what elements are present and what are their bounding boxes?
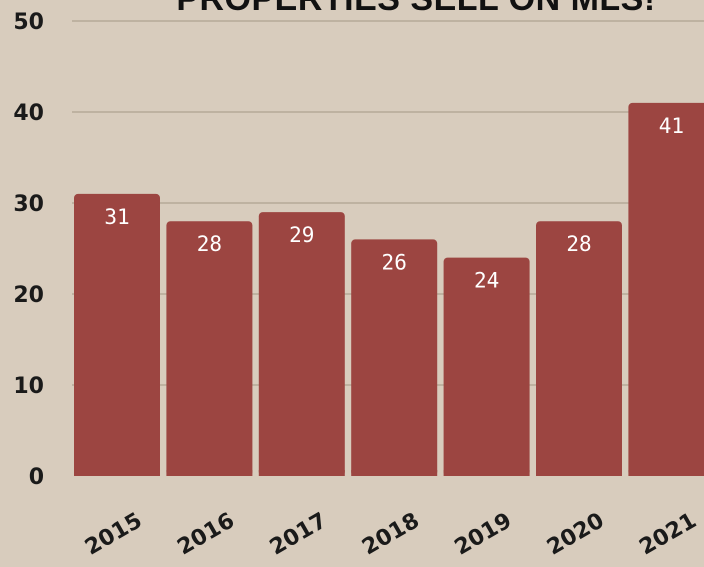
x-tick-label: 2017 bbox=[266, 508, 332, 560]
y-tick-label: 10 bbox=[13, 374, 44, 399]
bar-2017 bbox=[258, 212, 345, 476]
bar-base-2019 bbox=[443, 470, 530, 476]
data-label: 26 bbox=[382, 250, 407, 274]
y-tick-label: 50 bbox=[13, 10, 44, 35]
bar-base-2017 bbox=[258, 470, 345, 476]
x-tick-label: 2020 bbox=[543, 508, 609, 560]
data-label: 31 bbox=[104, 205, 129, 229]
x-axis-ticks: 2015 2016 2017 2018 2019 2020 2021 bbox=[81, 508, 701, 560]
bar-base-2016 bbox=[166, 470, 253, 476]
data-label: 29 bbox=[289, 223, 314, 247]
bar-base-2015 bbox=[74, 470, 160, 476]
bar-2019 bbox=[443, 257, 530, 476]
y-tick-label: 0 bbox=[29, 465, 44, 490]
x-tick-label: 2021 bbox=[635, 508, 701, 560]
bar-2021 bbox=[628, 102, 704, 476]
x-tick-label: 2015 bbox=[81, 508, 147, 560]
data-label: 41 bbox=[659, 114, 684, 138]
x-tick-label: 2019 bbox=[451, 508, 517, 560]
y-tick-label: 40 bbox=[13, 101, 44, 126]
bar-2015 bbox=[74, 193, 160, 476]
y-tick-label: 30 bbox=[13, 192, 44, 217]
x-tick-label: 2018 bbox=[358, 508, 424, 560]
x-tick-label: 2016 bbox=[173, 508, 239, 560]
bars bbox=[74, 102, 704, 476]
bar-2020 bbox=[536, 221, 622, 476]
bar-2016 bbox=[166, 221, 253, 476]
bar-base-2020 bbox=[536, 470, 622, 476]
y-tick-label: 20 bbox=[13, 283, 44, 308]
data-labels: 31 28 29 26 24 28 41 bbox=[104, 114, 684, 293]
data-label: 24 bbox=[474, 269, 499, 293]
y-axis-ticks: 0 10 20 30 40 50 bbox=[13, 10, 44, 490]
data-label: 28 bbox=[566, 232, 591, 256]
chart-title: PROPERTIES SELL ON MLS! bbox=[176, 0, 655, 18]
bar-2018 bbox=[351, 239, 438, 476]
bar-base-2018 bbox=[351, 470, 438, 476]
data-label: 28 bbox=[197, 232, 222, 256]
bar-base-2021 bbox=[628, 470, 704, 476]
